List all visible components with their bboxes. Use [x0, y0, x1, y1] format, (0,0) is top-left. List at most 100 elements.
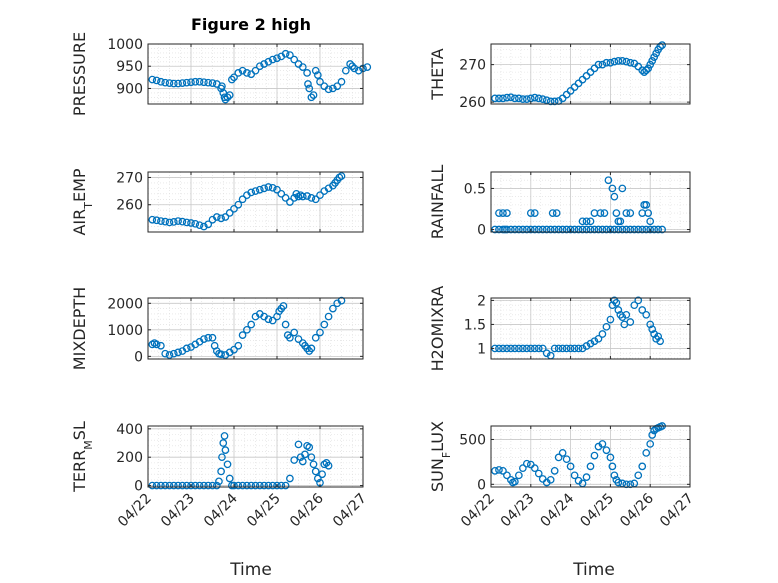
subplot-air_temp: 260 270 AIRTEMP	[70, 168, 364, 236]
data-point	[586, 217, 595, 226]
data-point	[566, 344, 575, 353]
data-point	[550, 344, 559, 353]
data-point	[614, 306, 623, 314]
data-point	[277, 189, 286, 198]
data-point	[646, 217, 655, 226]
xtick-label: 04/24	[538, 490, 578, 530]
data-point	[152, 481, 161, 490]
data-point	[316, 328, 324, 337]
data-point	[204, 333, 213, 342]
data-point	[618, 184, 627, 193]
data-point	[234, 69, 243, 77]
data-point	[538, 95, 547, 103]
ytick-label: 270	[116, 170, 143, 186]
data-point	[618, 57, 627, 65]
data-point	[614, 225, 623, 234]
data-point	[337, 296, 346, 305]
data-point	[503, 225, 511, 234]
data-point	[148, 215, 157, 224]
ytick-label: 260	[116, 198, 143, 214]
data-point	[642, 201, 651, 209]
data-point	[268, 316, 277, 325]
data-point	[578, 225, 587, 234]
data-point	[225, 474, 234, 483]
ytick-label: 200	[116, 450, 143, 466]
xtick-label: 04/26	[617, 490, 657, 530]
data-point	[646, 440, 655, 448]
data-point	[346, 60, 354, 68]
data-point	[626, 480, 635, 489]
data-point	[286, 51, 294, 59]
data-point	[165, 481, 174, 490]
data-point	[178, 481, 187, 490]
data-point	[634, 471, 643, 480]
data-point	[174, 79, 182, 88]
data-point	[320, 320, 329, 329]
ytick-label: 0	[134, 479, 143, 495]
data-point	[552, 209, 561, 217]
data-point	[178, 217, 187, 226]
data-point	[518, 464, 527, 473]
data-point	[243, 69, 251, 77]
data-point	[251, 481, 260, 490]
data-point	[290, 328, 299, 337]
data-point	[610, 192, 619, 201]
ytick-label: 500	[459, 432, 486, 448]
data-point	[350, 64, 359, 73]
data-point	[165, 79, 174, 87]
data-point	[255, 62, 264, 71]
data-point	[204, 481, 213, 490]
data-point	[243, 481, 251, 490]
data-point	[279, 302, 288, 310]
data-point	[264, 315, 273, 324]
ytick-label: 0	[477, 477, 486, 493]
data-point	[511, 225, 519, 234]
markers-mixdepth	[148, 296, 346, 359]
data-point	[642, 225, 651, 234]
data-point	[286, 198, 294, 206]
data-point	[247, 481, 256, 490]
data-point	[626, 225, 635, 234]
data-point	[307, 93, 316, 102]
data-point	[594, 225, 603, 234]
data-point	[305, 443, 314, 452]
xlabel-right: Time	[572, 560, 615, 580]
data-point	[234, 341, 243, 350]
data-point	[191, 481, 200, 490]
data-point	[294, 335, 303, 343]
ytick-label: 0	[477, 223, 486, 239]
data-point	[491, 466, 499, 475]
xtick-label: 04/22	[115, 491, 155, 531]
data-point	[174, 217, 182, 225]
data-point	[281, 194, 290, 202]
data-point	[161, 78, 170, 87]
subplot-h2omixra: 1 1.5 2 H2OMIXRA	[428, 286, 691, 371]
data-point	[558, 225, 567, 234]
data-point	[219, 439, 228, 447]
data-point	[290, 194, 299, 202]
ytick-label: 1000	[107, 37, 143, 53]
data-point	[638, 306, 647, 314]
data-point	[616, 217, 625, 226]
data-point	[582, 217, 591, 226]
data-point	[187, 78, 195, 87]
data-point	[562, 344, 571, 353]
data-point	[530, 93, 539, 102]
data-point	[298, 63, 307, 71]
data-point	[268, 55, 277, 64]
data-point	[586, 225, 595, 234]
ytick-label: 1	[477, 341, 486, 357]
data-point	[554, 453, 563, 462]
subplot-pressure: 900 950 1000 PRESSURE	[70, 32, 372, 116]
data-point	[195, 221, 204, 230]
ylabel-rainfall: RAINFALL	[428, 165, 447, 240]
data-point	[217, 467, 225, 476]
data-point	[538, 225, 547, 234]
data-point	[618, 313, 627, 322]
data-point	[307, 344, 316, 353]
data-point	[221, 446, 230, 454]
data-point	[313, 71, 322, 79]
data-point	[313, 474, 322, 483]
data-point	[590, 451, 599, 460]
data-point	[550, 466, 559, 475]
